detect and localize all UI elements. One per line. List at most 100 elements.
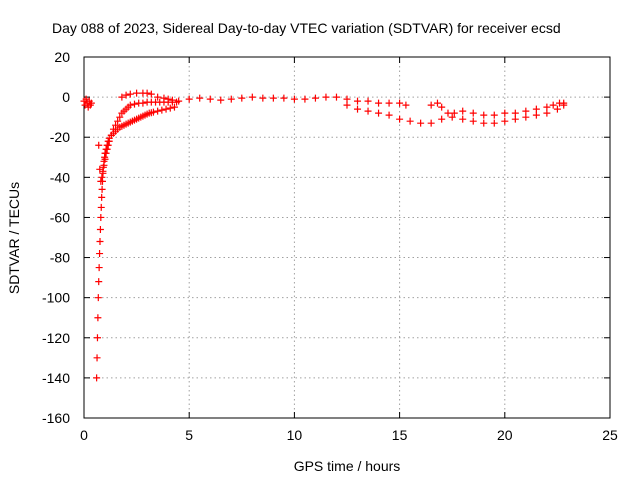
- data-point: [93, 354, 101, 362]
- data-point: [469, 109, 477, 117]
- data-point: [332, 93, 340, 101]
- data-point: [444, 109, 452, 117]
- data-point: [322, 93, 330, 101]
- data-point: [248, 93, 256, 101]
- data-point: [149, 108, 157, 116]
- data-point: [532, 105, 540, 113]
- data-point: [448, 113, 456, 121]
- data-point: [97, 177, 105, 185]
- y-tick-label: 20: [54, 49, 70, 65]
- data-point: [97, 213, 105, 221]
- data-point: [162, 105, 170, 113]
- data-point: [185, 95, 193, 103]
- data-point: [166, 104, 174, 112]
- data-point: [433, 99, 441, 107]
- grid-lines: [84, 57, 610, 418]
- data-point: [97, 203, 105, 211]
- data-point: [168, 96, 176, 104]
- data-point: [175, 97, 183, 105]
- data-point: [109, 125, 117, 133]
- data-point: [100, 161, 108, 169]
- data-point: [87, 99, 95, 107]
- data-point: [130, 100, 138, 108]
- data-point: [375, 109, 383, 117]
- x-tick-label: 10: [287, 427, 303, 443]
- x-axis-label: GPS time / hours: [294, 458, 401, 474]
- data-point: [147, 90, 155, 98]
- data-point: [98, 173, 106, 181]
- y-tick-label: -100: [42, 290, 70, 306]
- data-point: [103, 145, 111, 153]
- data-point: [364, 107, 372, 115]
- data-point: [160, 94, 168, 102]
- data-point: [522, 113, 530, 121]
- data-point: [501, 109, 509, 117]
- data-point: [227, 95, 235, 103]
- data-point: [364, 97, 372, 105]
- data-point: [238, 94, 246, 102]
- data-point: [469, 117, 477, 125]
- data-point: [290, 95, 298, 103]
- chart-title: Day 088 of 2023, Sidereal Day-to-day VTE…: [52, 20, 561, 36]
- data-point: [396, 99, 404, 107]
- data-point: [94, 294, 102, 302]
- data-point: [122, 91, 130, 99]
- data-point: [549, 101, 557, 109]
- data-point: [112, 121, 120, 129]
- data-point: [114, 117, 122, 125]
- data-point: [301, 95, 309, 103]
- data-point: [101, 155, 109, 163]
- data-point: [102, 149, 110, 157]
- x-tick-label: 20: [497, 427, 513, 443]
- data-points: [80, 89, 568, 382]
- data-point: [490, 111, 498, 119]
- data-point: [427, 101, 435, 109]
- data-point: [501, 117, 509, 125]
- data-point: [385, 111, 393, 119]
- data-point: [164, 95, 172, 103]
- data-point: [105, 137, 113, 145]
- x-tick-label: 25: [602, 427, 618, 443]
- data-point: [217, 96, 225, 104]
- y-tick-label: -40: [50, 169, 70, 185]
- data-point: [543, 103, 551, 111]
- data-point: [427, 119, 435, 127]
- plot-frame: [83, 56, 611, 419]
- data-point: [354, 105, 362, 113]
- data-point: [375, 99, 383, 107]
- data-point: [417, 119, 425, 127]
- data-point: [196, 94, 204, 102]
- data-point: [139, 99, 147, 107]
- x-tick-label: 15: [392, 427, 408, 443]
- data-point: [511, 109, 519, 117]
- data-point: [438, 115, 446, 123]
- data-point: [511, 115, 519, 123]
- data-point: [96, 225, 104, 233]
- data-point: [95, 278, 103, 286]
- data-point: [98, 185, 106, 193]
- data-point: [543, 109, 551, 117]
- data-point: [553, 105, 561, 113]
- axis-ticks: [83, 56, 611, 419]
- data-point: [93, 334, 101, 342]
- data-point: [154, 107, 162, 115]
- data-point: [95, 141, 103, 149]
- data-point: [402, 101, 410, 109]
- data-point: [94, 314, 102, 322]
- data-point: [450, 109, 458, 117]
- data-point: [170, 103, 178, 111]
- data-point: [116, 113, 124, 121]
- data-point: [158, 106, 166, 114]
- data-point: [480, 111, 488, 119]
- data-point: [126, 90, 134, 98]
- data-point: [269, 94, 277, 102]
- data-point: [143, 89, 151, 97]
- data-point: [96, 238, 104, 246]
- data-point: [259, 94, 267, 102]
- data-point: [99, 167, 107, 175]
- data-point: [93, 374, 101, 382]
- data-point: [406, 117, 414, 125]
- data-point: [280, 94, 288, 102]
- data-point: [311, 94, 319, 102]
